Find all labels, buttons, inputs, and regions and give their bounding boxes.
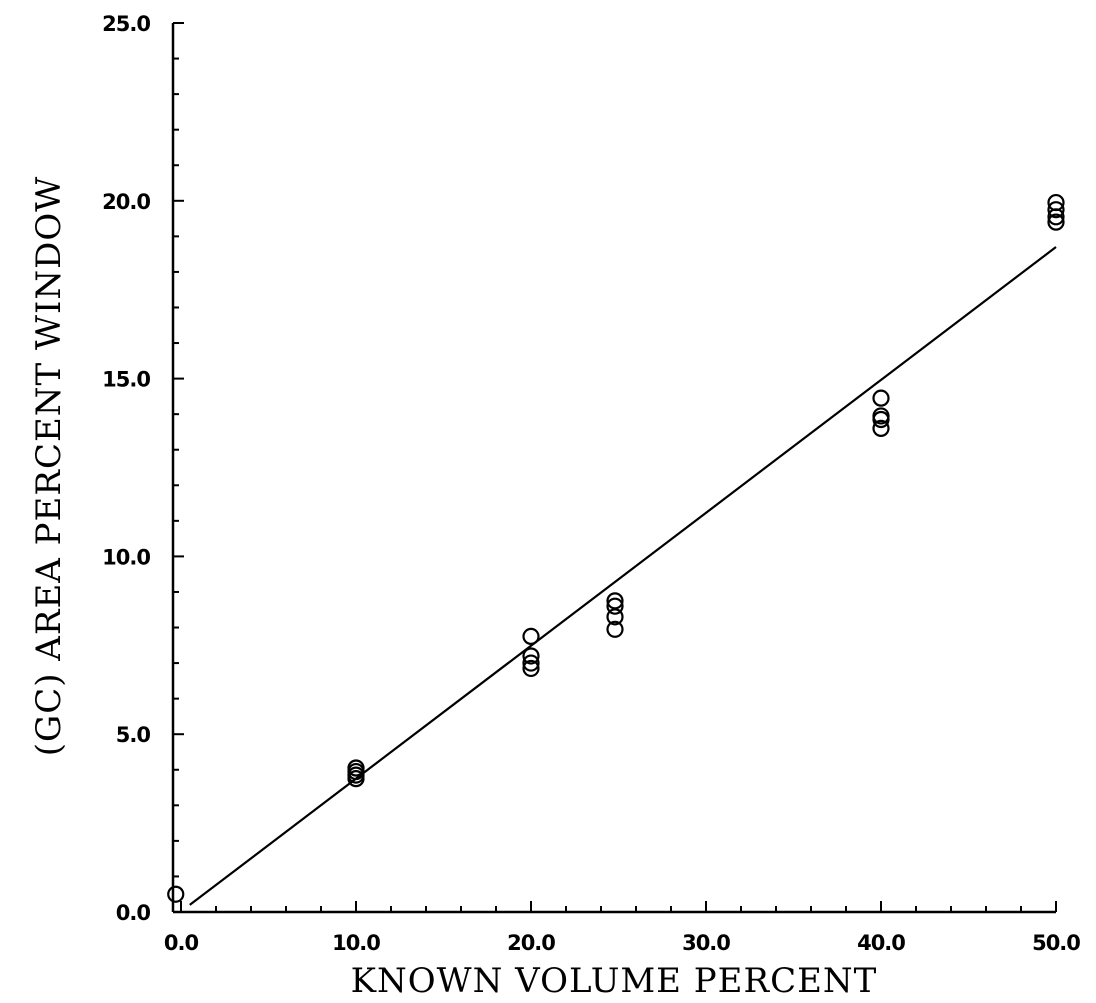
y-tick-label: 25.0: [102, 12, 150, 36]
data-point: [606, 620, 624, 638]
x-axis-label: KNOWN VOLUME PERCENT: [351, 961, 878, 1001]
x-tick-label: 10.0: [332, 931, 380, 955]
data-point: [1047, 208, 1065, 226]
x-tick-label: 40.0: [857, 931, 905, 955]
y-tick-label: 15.0: [102, 368, 150, 392]
data-point: [606, 597, 624, 615]
y-axis-label: (GC) AREA PERCENT WINDOW: [29, 176, 69, 756]
data-point: [872, 389, 890, 407]
x-tick-label: 30.0: [682, 931, 730, 955]
data-point: [522, 659, 540, 678]
x-tick-label: 50.0: [1032, 931, 1080, 955]
data-point: [347, 770, 365, 788]
axes: [171, 23, 1056, 914]
data-point: [1047, 213, 1065, 231]
y-tick-label: 5.0: [116, 723, 151, 747]
data-point: [167, 885, 185, 903]
y-tick-label: 0.0: [116, 901, 151, 925]
fit-line: [189, 246, 1057, 906]
data-series: [167, 193, 1065, 906]
y-tick-label: 10.0: [102, 545, 150, 569]
tick-marks: [173, 22, 1057, 913]
x-tick-label: 20.0: [507, 931, 555, 955]
data-point: [522, 647, 540, 665]
tick-labels: 0.0 5.0 10.0 15.0 20.0 25.0 0.0 10.0 20.0 30.0 40.…: [102, 12, 1081, 955]
data-point: [522, 627, 540, 646]
data-point: [606, 608, 624, 626]
data-point: [872, 410, 890, 429]
data-point: [872, 419, 890, 437]
x-tick-label: 0.0: [164, 931, 199, 955]
data-point: [1047, 201, 1065, 219]
data-point: [522, 654, 540, 672]
y-tick-label: 20.0: [102, 190, 150, 214]
